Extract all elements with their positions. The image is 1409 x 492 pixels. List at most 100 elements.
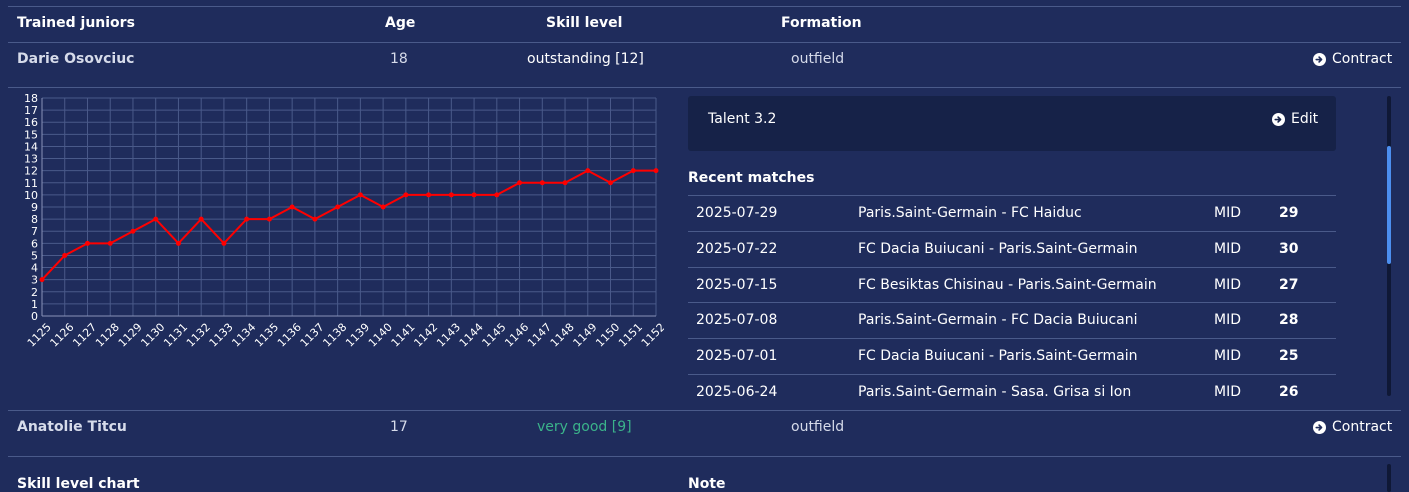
y-tick-label: 18	[24, 92, 38, 105]
data-point	[608, 180, 614, 186]
x-tick-label: 1131	[161, 321, 190, 350]
x-tick-label: 1150	[593, 321, 622, 350]
skill-level-chart: 0123456789101112131415161718112511261127…	[24, 92, 664, 350]
data-point	[380, 204, 386, 210]
note-title: Note	[688, 476, 726, 492]
x-tick-label: 1146	[502, 321, 531, 350]
x-tick-label: 1141	[389, 321, 418, 350]
match-date: 2025-07-29	[696, 205, 778, 221]
match-row[interactable]: 2025-07-22 FC Dacia Buiucani - Paris.Sain…	[688, 230, 1336, 267]
y-tick-label: 5	[31, 249, 38, 262]
header-age: Age	[385, 15, 416, 31]
player-formation: outfield	[791, 419, 845, 435]
player-name[interactable]: Anatolie Titcu	[17, 419, 127, 435]
y-tick-label: 17	[24, 104, 38, 117]
data-point	[244, 216, 250, 222]
data-point	[198, 216, 204, 222]
series-line	[41, 169, 656, 281]
data-point	[357, 192, 363, 198]
x-tick-label: 1127	[70, 321, 99, 350]
y-tick-label: 11	[24, 177, 38, 190]
player-skill: very good [9]	[537, 419, 632, 435]
row-divider	[8, 87, 1401, 88]
arrow-circle-right-icon	[1272, 112, 1285, 126]
match-score: 28	[1279, 312, 1299, 329]
x-tick-label: 1138	[320, 321, 349, 350]
match-date: 2025-06-24	[696, 384, 778, 400]
y-tick-label: 6	[31, 237, 38, 250]
talent-panel: Talent 3.2 Edit	[688, 96, 1336, 151]
match-row[interactable]: 2025-06-24 Paris.Saint-Germain - Sasa. Gr…	[688, 374, 1336, 410]
x-tick-label: 1140	[366, 321, 395, 350]
data-point	[403, 192, 409, 198]
data-point	[266, 216, 272, 222]
player-formation: outfield	[791, 51, 845, 67]
y-tick-label: 14	[24, 140, 38, 153]
x-tick-label: 1130	[138, 321, 167, 350]
x-tick-label: 1134	[229, 321, 258, 350]
data-point	[517, 180, 523, 186]
x-tick-label: 1147	[525, 321, 554, 350]
x-tick-label: 1125	[25, 321, 54, 350]
row-divider	[8, 410, 1401, 411]
data-point	[653, 168, 659, 174]
contract-label: Contract	[1332, 419, 1393, 435]
match-date: 2025-07-15	[696, 276, 778, 293]
x-tick-label: 1136	[275, 321, 304, 350]
scrollbar-thumb[interactable]	[1387, 146, 1391, 264]
header-skill-level: Skill level	[546, 15, 623, 31]
match-row[interactable]: 2025-07-15 FC Besiktas Chisinau - Paris.S…	[688, 266, 1336, 303]
data-point	[312, 216, 318, 222]
player-skill: outstanding [12]	[527, 51, 644, 67]
match-row[interactable]: 2025-07-08 Paris.Saint-Germain - FC Dacia…	[688, 302, 1336, 338]
match-row[interactable]: 2025-07-29 Paris.Saint-Germain - FC Haidu…	[688, 195, 1336, 231]
match-score: 30	[1279, 240, 1299, 257]
data-point	[107, 240, 113, 246]
x-tick-label: 1126	[48, 321, 77, 350]
scrollbar[interactable]	[1387, 96, 1391, 396]
y-tick-label: 15	[24, 128, 38, 141]
data-point	[448, 192, 454, 198]
x-tick-label: 1142	[411, 321, 440, 350]
data-point	[585, 168, 591, 174]
data-point	[221, 240, 227, 246]
y-tick-label: 2	[31, 286, 38, 299]
x-tick-label: 1128	[93, 321, 122, 350]
data-point	[175, 240, 181, 246]
data-point	[426, 192, 432, 198]
match-date: 2025-07-22	[696, 240, 778, 257]
player-age: 18	[390, 51, 408, 67]
arrow-circle-right-icon	[1313, 52, 1326, 66]
player-name[interactable]: Darie Osovciuc	[17, 51, 135, 67]
y-tick-label: 13	[24, 153, 38, 166]
row-divider	[8, 456, 1401, 457]
x-tick-label: 1145	[480, 321, 509, 350]
match-position: MID	[1214, 240, 1241, 257]
match-teams: Paris.Saint-Germain - FC Dacia Buiucani	[858, 312, 1138, 329]
contract-button[interactable]: Contract	[1313, 51, 1392, 67]
data-point	[153, 216, 159, 222]
match-row[interactable]: 2025-07-01 FC Dacia Buiucani - Paris.Sain…	[688, 338, 1336, 374]
data-point	[84, 240, 90, 246]
match-score: 27	[1279, 276, 1299, 293]
x-tick-label: 1133	[207, 321, 236, 350]
match-teams: FC Dacia Buiucani - Paris.Saint-Germain	[858, 240, 1138, 257]
match-teams: Paris.Saint-Germain - FC Haiduc	[858, 205, 1082, 221]
header-formation: Formation	[781, 15, 862, 31]
y-tick-label: 12	[24, 165, 38, 178]
scrollbar[interactable]	[1387, 464, 1391, 492]
edit-button[interactable]: Edit	[1272, 111, 1318, 127]
edit-label: Edit	[1291, 111, 1319, 127]
y-tick-label: 7	[31, 225, 38, 238]
data-point	[289, 204, 295, 210]
y-tick-label: 10	[24, 189, 38, 202]
data-point	[630, 168, 636, 174]
data-point	[562, 180, 568, 186]
match-position: MID	[1214, 312, 1241, 329]
contract-button[interactable]: Contract	[1313, 419, 1392, 435]
skill-level-chart-title: Skill level chart	[17, 476, 140, 492]
x-tick-label: 1139	[343, 321, 372, 350]
match-position: MID	[1214, 348, 1241, 365]
match-date: 2025-07-08	[696, 312, 778, 329]
x-tick-label: 1149	[571, 321, 600, 350]
